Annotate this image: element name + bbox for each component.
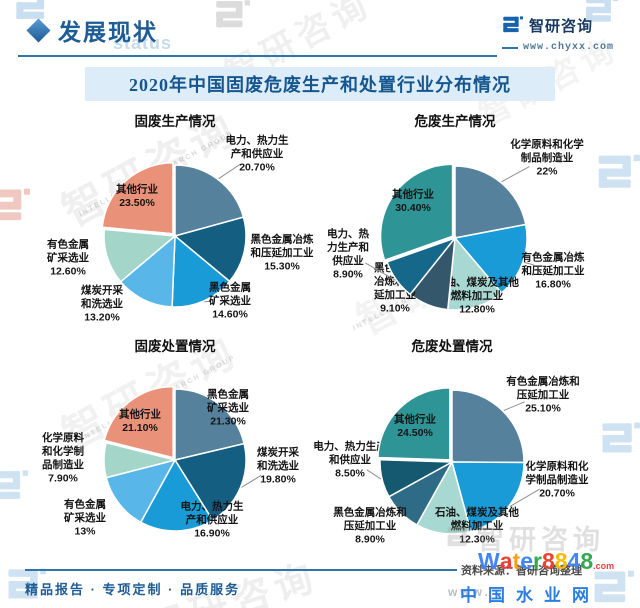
leader-line	[366, 469, 382, 480]
slice-label: 黑色金属矿采选业 21.30%	[207, 388, 249, 428]
pie-slice	[103, 385, 174, 459]
chart-title: 固废生产情况	[135, 113, 216, 129]
brand-name: 智研咨询	[529, 18, 594, 35]
slice-label: 其他行业 24.50%	[394, 412, 436, 439]
pie-slice	[386, 236, 458, 296]
pie-slice	[454, 165, 527, 239]
slice-label: 化学原料和化学制品制造业 20.70%	[526, 460, 589, 500]
pie-hazardous-waste-production: 化学原料和化学制品制造业 22% 有色金属冶炼和压延加工业 16.80%石油、煤炭及其…	[327, 113, 585, 316]
diamond-icon	[26, 18, 51, 43]
water8848-letter: r	[532, 548, 542, 574]
slice-label: 电力、热力生产和供应业 16.90%	[181, 500, 244, 540]
slice-label: 煤炭开采和洗选业 13.20%	[80, 284, 123, 324]
pie-slice	[453, 223, 528, 294]
pie-slice	[173, 442, 247, 522]
page-title: 2020年中国固废危废生产和处置行业分布情况	[129, 75, 511, 95]
site-url-link[interactable]: www.chyxx.com	[523, 42, 615, 53]
slice-label: 电力、热力生产和供应业 8.50%	[313, 440, 387, 480]
slice-label: 化学原料和化学制品制造业 7.90%	[41, 431, 84, 485]
pie-slice	[379, 163, 454, 262]
water8848-letter: t	[512, 548, 521, 574]
brand-logo-watermark-icon	[446, 525, 472, 551]
footer-divider	[25, 569, 457, 571]
slice-label: 石油、煤炭及其他燃料加工业 12.80%	[434, 276, 519, 316]
water8848-letter: .com	[593, 561, 615, 571]
leader-line	[241, 475, 262, 488]
chart-title: 危废生产情况	[414, 113, 496, 129]
pie-solid-waste-disposal: 黑色金属矿采选业 21.30%煤炭开采和洗选业 19.80% 电力、热力生产和供应业 1…	[41, 338, 299, 540]
water8848-logo[interactable]: Water8848.com	[478, 550, 614, 578]
slice-label: 有色金属矿采选业 12.60%	[47, 238, 89, 278]
section-title: 发展现状	[58, 20, 158, 45]
slice-label: 电力、热力生产和供应业 20.70%	[226, 134, 289, 174]
slice-label: 其他行业 21.10%	[119, 407, 161, 434]
footer-slogan: 精品报告 · 专项定制 · 品质服务	[25, 582, 241, 597]
water8848-letter: e	[520, 548, 533, 574]
brand-block: 智研咨询 www.chyxx.com	[502, 15, 614, 53]
pie-slice	[451, 389, 525, 464]
title-banner: 2020年中国固废危废生产和处置行业分布情况	[85, 67, 555, 101]
pie-slice	[103, 228, 177, 283]
pie-slice	[105, 458, 177, 524]
status-watermark-text: status	[113, 33, 173, 53]
pie-slice	[377, 387, 451, 461]
pie-hazardous-waste-disposal: 有色金属冶炼和压延加工业 25.10% 化学原料和化学制品制造业 20.70%石油、煤…	[313, 338, 589, 546]
pie-slice	[451, 461, 525, 533]
pie-slice	[379, 458, 455, 498]
water8848-letter: a	[499, 548, 513, 574]
slice-label: 黑色金属冶炼和压延加工业 8.90%	[333, 506, 407, 546]
water8848-letter: 8	[554, 548, 568, 574]
water8848-letter: 4	[567, 548, 581, 574]
slice-label: 有色金属矿采选业 13%	[64, 498, 106, 538]
slice-label: 电力、热力生产和供应业 8.90%	[327, 227, 369, 281]
slice-label: 其他行业 30.40%	[392, 187, 434, 214]
pie-slice	[446, 236, 503, 311]
brand-watermark-bottom-right: 智研咨询	[446, 518, 605, 557]
water8848-letter: 8	[541, 548, 555, 574]
slice-label: 黑色金属冶炼和压延加工业 15.30%	[250, 233, 314, 273]
data-source-note: 资料来源：智研咨询整理	[461, 565, 582, 577]
site-dash	[502, 46, 518, 49]
leader-line	[503, 401, 525, 412]
brand-watermark-text: 智研咨询	[477, 525, 605, 555]
pie-slice	[173, 216, 247, 283]
pie-slice	[174, 388, 245, 461]
chart-title: 固废处置情况	[135, 338, 216, 354]
pie-slice	[103, 441, 176, 479]
slice-label: 其他行业 23.50%	[116, 182, 158, 209]
slice-label: 有色金属冶炼和压延加工业 16.80%	[521, 251, 585, 291]
leader-line	[523, 261, 534, 266]
water8848-letter: W	[478, 548, 500, 574]
header-divider	[18, 55, 497, 57]
pie-slice	[174, 164, 245, 237]
chart-panel-hazardous-waste-production: 化学原料和化学制品制造业 22% 有色金属冶炼和压延加工业 16.80% 石油、煤炭及其…	[327, 112, 636, 337]
leader-line	[509, 488, 540, 507]
slice-label: 化学原料和化学制品制造业 22%	[510, 138, 584, 178]
pie-slice	[119, 234, 176, 308]
brand-logo-watermark-icon	[214, 0, 250, 34]
slice-label: 有色金属冶炼和压延加工业 25.10%	[506, 375, 580, 415]
water8848-letter: 8	[580, 548, 594, 574]
chart-panel-solid-waste-disposal: 黑色金属矿采选业 21.30% 煤炭开采和洗选业 19.80% 电力、热力生产和供应业 1…	[25, 337, 325, 562]
chart-panel-solid-waste-production: 电力、热力生产和供应业 20.70% 黑色金属冶炼和压延加工业 15.30% 黑色金属矿…	[25, 112, 325, 337]
chyxx-logo-icon	[502, 15, 523, 36]
chart-panel-hazardous-waste-disposal: 有色金属冶炼和压延加工业 25.10% 化学原料和化学制品制造业 20.70% 石油、煤…	[313, 337, 636, 562]
slice-label: 煤炭开采和洗选业 19.80%	[256, 446, 299, 486]
water-www-watermark: www.	[448, 585, 491, 599]
leader-line	[365, 262, 396, 281]
china-water-site-link[interactable]: 中国水业网	[460, 586, 600, 605]
brand-logo-watermark-icon	[0, 468, 28, 506]
leader-line	[501, 166, 530, 183]
leader-line	[218, 163, 241, 180]
slice-label: 黑色金属矿采选业 14.60%	[209, 281, 251, 321]
chart-title: 危废处置情况	[411, 338, 493, 354]
pie-solid-waste-production: 电力、热力生产和供应业 20.70% 黑色金属冶炼和压延加工业 15.30% 黑色金属矿…	[47, 113, 314, 324]
pie-slice	[139, 458, 214, 532]
pie-slice	[171, 234, 231, 308]
pie-slice	[101, 162, 174, 235]
slice-label: 石油、煤炭及其他燃料加工业 12.30%	[434, 506, 519, 546]
